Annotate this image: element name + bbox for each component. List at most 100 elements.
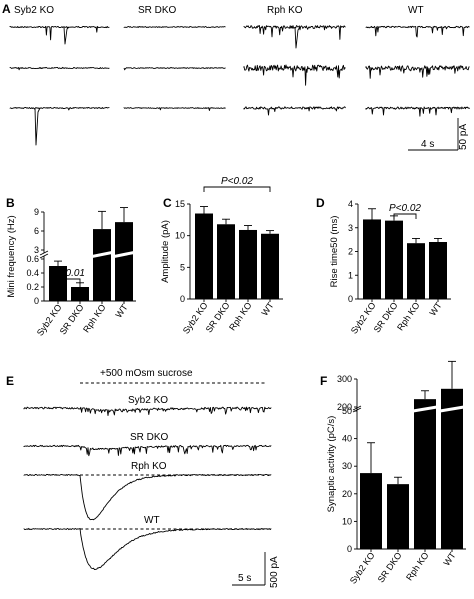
panel-e-amp-scale-label: 500 pA (269, 556, 280, 588)
panel-a-trace-col2-row2 (123, 67, 226, 71)
chart-c-ytick-label-0: 0 (180, 294, 185, 304)
sucrose-label: +500 mOsm sucrose (100, 368, 193, 379)
panel-a-header-wt: WT (408, 5, 424, 16)
panel-e-sucrose-traces: +500 mOsm sucrose Syb2 KO SR DKO Rph KO … (23, 368, 280, 588)
chart-b-ytick-label-6: 6 (34, 226, 39, 236)
chart-d-ytick-label-1: 1 (348, 270, 353, 280)
chart-b-ytick-label-3: 3 (34, 245, 39, 255)
chart-f-xlabel-wt: WT (441, 550, 458, 568)
chart-b-ytick-label-9: 9 (34, 207, 39, 217)
chart-d-ytick-label-4: 4 (348, 199, 353, 209)
panel-a-header-srdko: SR DKO (138, 5, 177, 16)
panel-a-trace-group (9, 25, 470, 146)
panel-e-trace-syb2ko (23, 406, 272, 416)
chart-f-xlabel-rph-ko: Rph KO (404, 550, 431, 582)
chart-d-ytick-label-3: 3 (348, 223, 353, 233)
chart-b-bar-sr-dko (71, 287, 89, 301)
panel-a-header-rphko: Rph KO (267, 5, 303, 16)
chart-c-bar-wt (261, 233, 279, 299)
chart-c-ylabel: Amplitude (pA) (160, 220, 171, 283)
panel-e-trace-rphko (23, 473, 272, 521)
chart-d-significance-bracket (393, 213, 417, 219)
chart-b-xlabel-wt: WT (113, 302, 130, 320)
chart-f-ytick-label-200: 200 (337, 402, 352, 412)
chart-f-bar-break-rph-ko (412, 405, 438, 413)
chart-d-bar-sr-dko (385, 220, 403, 299)
chart-b-bar-break-wt (113, 251, 135, 258)
chart-d-ytick-label-2: 2 (348, 247, 353, 257)
chart-c-bar-sr-dko (217, 224, 235, 299)
panel-a-large-event-1 (34, 107, 41, 146)
panel-a-trace-col3-row1 (243, 25, 346, 40)
chart-f-ytick-label-10: 10 (342, 516, 352, 526)
panel-a-header-syb2ko: Syb2 KO (14, 5, 54, 16)
chart-b-axis-break-upper (39, 250, 49, 256)
chart-b-ytick-label-0-4: 0.4 (26, 268, 39, 278)
chart-c-bar-syb2-ko (195, 213, 213, 299)
chart-d-bar-wt (429, 242, 447, 299)
trace-label-wt: WT (144, 515, 160, 526)
panel-a-trace-col1-row3 (9, 107, 110, 111)
panel-b-label: B (6, 196, 15, 210)
chart-d-ytick-label-0: 0 (348, 294, 353, 304)
chart-f-ytick-label-50: 50 (342, 406, 352, 416)
chart-f-ytick-label-40: 40 (342, 434, 352, 444)
chart-b-bar-wt (115, 222, 133, 301)
panel-e-trace-srdko (23, 444, 272, 457)
chart-c-ytick-label-15: 15 (175, 199, 185, 209)
panel-e-label: E (6, 374, 14, 388)
chart-c-ytick-label-10: 10 (175, 231, 185, 241)
chart-b-ytick-label-0-6: 0.6 (26, 254, 39, 264)
chart-b-significance-bracket (57, 278, 81, 284)
panel-a-time-scale-label: 4 s (421, 139, 434, 150)
chart-c-significance-bracket (203, 186, 271, 192)
panel-c-label: C (163, 196, 172, 210)
chart-b-xlabel-rph-ko: Rph KO (81, 302, 108, 334)
chart-d-xlabel-rph-ko: Rph KO (395, 300, 422, 332)
chart-f-ytick-label-0: 0 (347, 544, 352, 554)
chart-b-axis-break-lower (39, 253, 49, 259)
chart-b-ytick-label-0-2: 0.2 (26, 282, 39, 292)
chart-f-bar-break-wt (439, 405, 465, 413)
panel-a-trace-col4-row2 (365, 65, 470, 79)
chart-f-bar-syb2-ko (360, 473, 382, 549)
chart-f-axis-break-lower (352, 405, 362, 411)
trace-label-srdko: SR DKO (130, 432, 169, 443)
panel-a-amp-scale-label: 50 pA (458, 124, 469, 150)
panel-a-trace-col2-row1 (123, 26, 226, 28)
chart-b-ytick-label-0: 0 (34, 296, 39, 306)
chart-f-ylabel: Synaptic activity (pC/s) (326, 416, 337, 513)
chart-c-xlabel-wt: WT (259, 300, 276, 318)
chart-f-ytick-label-300: 300 (337, 374, 352, 384)
chart-d-bar-syb2-ko (363, 219, 381, 299)
panel-e-trace-wt (23, 527, 272, 570)
panel-e-trace-group (23, 406, 272, 570)
chart-b-bar-break-rph-ko (91, 251, 113, 258)
trace-label-rphko: Rph KO (131, 461, 167, 472)
trace-label-syb2ko: Syb2 KO (128, 395, 168, 406)
chart-c-xlabel-rph-ko: Rph KO (227, 300, 254, 332)
panel-f-label: F (320, 374, 327, 388)
panel-a-large-event-2 (63, 26, 70, 45)
panel-a-trace-col4-row1 (365, 25, 470, 38)
chart-f-xlabel-syb2-ko: Syb2 KO (348, 550, 377, 585)
chart-d-bar-rph-ko (407, 243, 425, 299)
panel-a-trace-col2-row3 (123, 107, 226, 111)
chart-f-bar-rph-ko (414, 399, 436, 549)
chart-c-significance-label: P<0.02 (221, 176, 253, 187)
chart-c-ytick-label-5: 5 (180, 262, 185, 272)
panel-a-trace-col1-row2 (9, 66, 110, 71)
chart-f-ytick-label-20: 20 (342, 489, 352, 499)
chart-b-bar-rph-ko (93, 229, 111, 301)
panel-e-time-scale-label: 5 s (238, 573, 251, 584)
chart-f-ytick-label-30: 30 (342, 461, 352, 471)
panel-a-label: A (2, 2, 11, 16)
panel-a-large-event-3 (294, 26, 301, 49)
panel-a-trace-col3-row3 (243, 106, 346, 116)
chart-d-xlabel-wt: WT (427, 300, 444, 318)
chart-c-bar-rph-ko (239, 229, 257, 299)
